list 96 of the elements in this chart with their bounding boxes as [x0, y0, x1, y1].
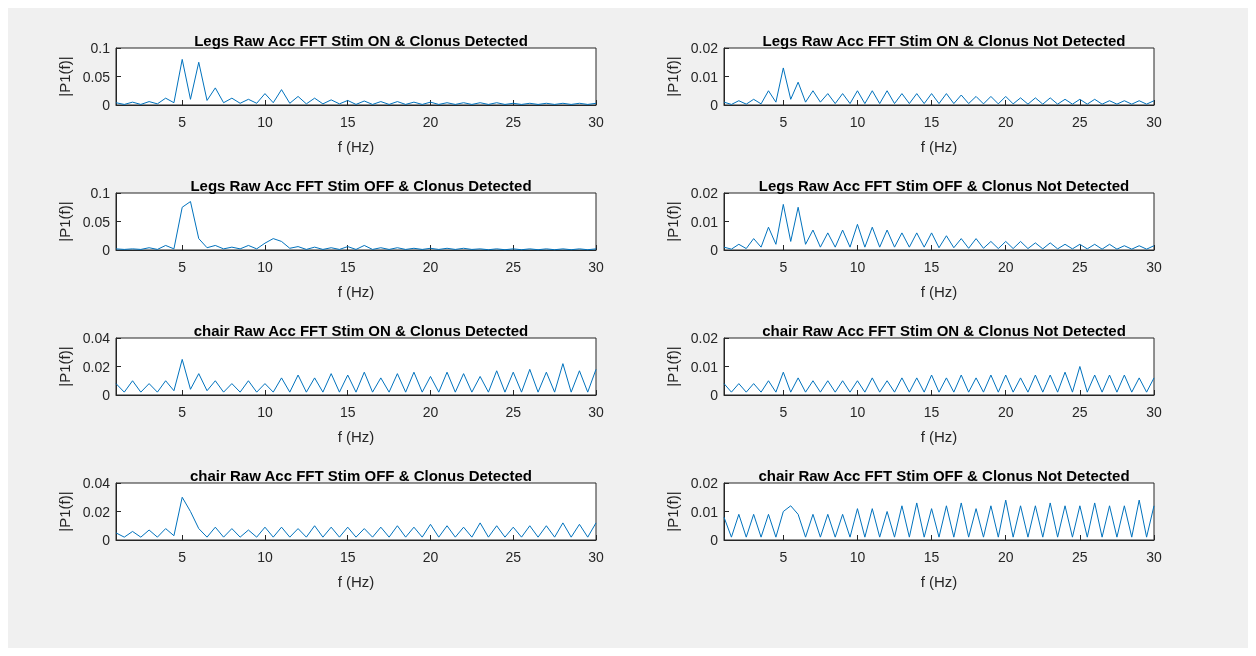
x-tick-label: 15 [339, 259, 356, 275]
chart-title: Legs Raw Acc FFT Stim ON & Clonus Detected [194, 32, 528, 49]
x-tick-label: 15 [339, 549, 356, 565]
y-tick-label: 0.01 [690, 68, 719, 85]
y-tick-label: 0 [102, 532, 111, 548]
x-tick-label: 10 [849, 259, 866, 275]
x-tick-label: 5 [178, 114, 187, 130]
y-axis-title: |P1(f)| [663, 491, 681, 532]
y-axis-title: |P1(f)| [663, 346, 681, 387]
y-tick-label: 0 [102, 242, 111, 258]
x-tick-label: 10 [257, 549, 273, 565]
x-tick-label: 20 [422, 259, 439, 275]
x-tick-label: 30 [1146, 404, 1162, 420]
y-tick-label: 0.02 [690, 330, 719, 346]
x-tick-label: 10 [257, 404, 273, 420]
x-tick-label: 10 [849, 114, 866, 130]
x-tick-label: 25 [505, 259, 522, 275]
x-tick-label: 20 [997, 549, 1014, 565]
chart-title: Legs Raw Acc FFT Stim OFF & Clonus Detected [190, 177, 532, 194]
x-tick-label: 15 [923, 114, 940, 130]
x-tick-label: 25 [1072, 259, 1088, 275]
x-axis-title: f (Hz) [337, 428, 375, 445]
x-tick-label: 30 [1146, 549, 1162, 565]
x-tick-label: 15 [923, 404, 940, 420]
y-tick-label: 0.01 [690, 358, 719, 375]
x-tick-label: 25 [1072, 549, 1088, 565]
y-tick-label: 0 [710, 97, 719, 113]
x-tick-label: 30 [588, 114, 604, 130]
x-tick-label: 15 [339, 114, 356, 130]
x-tick-label: 15 [923, 549, 940, 565]
y-tick-label: 0.05 [82, 213, 111, 230]
x-tick-label: 20 [422, 114, 439, 130]
y-tick-label: 0.1 [90, 185, 111, 201]
y-axis-title: |P1(f)| [55, 201, 73, 242]
chart-title: Legs Raw Acc FFT Stim ON & Clonus Not Detected [762, 32, 1126, 49]
x-tick-label: 30 [588, 259, 604, 275]
x-tick-label: 30 [1146, 259, 1162, 275]
y-axis-title: |P1(f)| [663, 56, 681, 97]
y-tick-label: 0.02 [690, 40, 719, 56]
y-tick-label: 0.02 [82, 503, 111, 520]
x-tick-label: 20 [422, 404, 439, 420]
y-tick-label: 0.05 [82, 68, 111, 85]
x-tick-label: 5 [779, 259, 788, 275]
x-tick-label: 20 [997, 259, 1014, 275]
x-tick-label: 20 [997, 404, 1014, 420]
chart-title: chair Raw Acc FFT Stim ON & Clonus Detected [193, 322, 529, 339]
x-axis-title: f (Hz) [920, 428, 958, 445]
chart-title: chair Raw Acc FFT Stim ON & Clonus Not Detected [762, 322, 1126, 339]
x-tick-label: 25 [505, 114, 522, 130]
x-tick-label: 5 [178, 259, 187, 275]
x-tick-label: 30 [588, 404, 604, 420]
x-tick-label: 25 [505, 404, 522, 420]
x-tick-label: 15 [339, 404, 356, 420]
x-tick-label: 15 [923, 259, 940, 275]
chart-title: chair Raw Acc FFT Stim OFF & Clonus Not Detected [758, 467, 1130, 484]
y-tick-label: 0.04 [82, 330, 111, 346]
x-axis-title: f (Hz) [337, 138, 375, 155]
x-tick-label: 10 [257, 259, 273, 275]
y-tick-label: 0.02 [82, 358, 111, 375]
x-axis-title: f (Hz) [337, 283, 375, 300]
x-axis-title: f (Hz) [337, 573, 375, 590]
x-tick-label: 30 [1146, 114, 1162, 130]
y-tick-label: 0 [710, 242, 719, 258]
y-axis-title: |P1(f)| [55, 491, 73, 532]
x-tick-label: 20 [997, 114, 1014, 130]
x-tick-label: 5 [178, 549, 187, 565]
x-tick-label: 10 [257, 114, 273, 130]
chart-title: chair Raw Acc FFT Stim OFF & Clonus Detected [190, 467, 532, 484]
y-tick-label: 0 [710, 387, 719, 403]
y-axis-title: |P1(f)| [55, 56, 73, 97]
y-axis-title: |P1(f)| [663, 201, 681, 242]
x-tick-label: 20 [422, 549, 439, 565]
chart-title: Legs Raw Acc FFT Stim OFF & Clonus Not Detected [758, 177, 1130, 194]
x-tick-label: 5 [779, 549, 788, 565]
y-tick-label: 0 [102, 387, 111, 403]
x-tick-label: 10 [849, 404, 866, 420]
y-tick-label: 0 [710, 532, 719, 548]
x-tick-label: 25 [505, 549, 522, 565]
y-tick-label: 0.1 [90, 40, 111, 56]
x-tick-label: 10 [849, 549, 866, 565]
y-tick-label: 0.01 [690, 213, 719, 230]
x-tick-label: 5 [178, 404, 187, 420]
y-axis-title: |P1(f)| [55, 346, 73, 387]
x-tick-label: 30 [588, 549, 604, 565]
x-axis-title: f (Hz) [920, 283, 958, 300]
x-tick-label: 5 [779, 404, 788, 420]
y-tick-label: 0.01 [690, 503, 719, 520]
y-tick-label: 0 [102, 97, 111, 113]
y-tick-label: 0.04 [82, 475, 111, 491]
y-tick-label: 0.02 [690, 475, 719, 491]
x-axis-title: f (Hz) [920, 573, 958, 590]
x-tick-label: 25 [1072, 114, 1088, 130]
x-axis-title: f (Hz) [920, 138, 958, 155]
x-tick-label: 5 [779, 114, 788, 130]
y-tick-label: 0.02 [690, 185, 719, 201]
x-tick-label: 25 [1072, 404, 1088, 420]
